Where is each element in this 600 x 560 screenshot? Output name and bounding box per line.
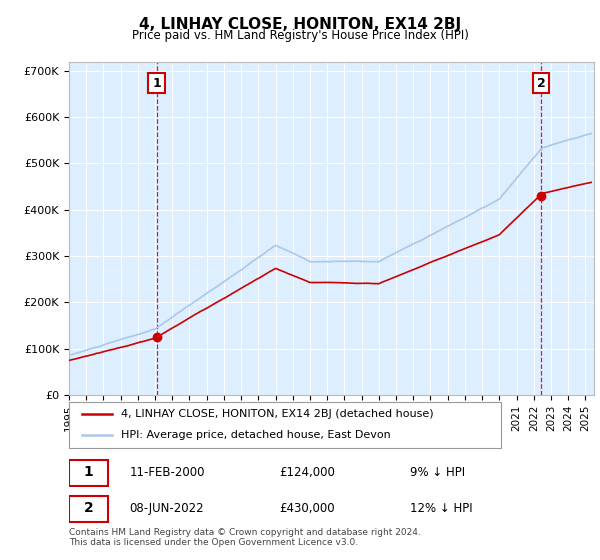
FancyBboxPatch shape <box>69 496 109 522</box>
FancyBboxPatch shape <box>69 460 109 486</box>
Text: 11-FEB-2000: 11-FEB-2000 <box>130 465 205 479</box>
Text: 08-JUN-2022: 08-JUN-2022 <box>130 502 204 515</box>
Text: 1: 1 <box>152 77 161 90</box>
Text: HPI: Average price, detached house, East Devon: HPI: Average price, detached house, East… <box>121 430 391 440</box>
Text: 12% ↓ HPI: 12% ↓ HPI <box>410 502 473 515</box>
Text: 2: 2 <box>83 501 94 515</box>
Text: 9% ↓ HPI: 9% ↓ HPI <box>410 465 466 479</box>
Text: 2: 2 <box>536 77 545 90</box>
Text: 4, LINHAY CLOSE, HONITON, EX14 2BJ: 4, LINHAY CLOSE, HONITON, EX14 2BJ <box>139 17 461 32</box>
FancyBboxPatch shape <box>69 402 501 448</box>
Text: Contains HM Land Registry data © Crown copyright and database right 2024.
This d: Contains HM Land Registry data © Crown c… <box>69 528 421 547</box>
Text: 4, LINHAY CLOSE, HONITON, EX14 2BJ (detached house): 4, LINHAY CLOSE, HONITON, EX14 2BJ (deta… <box>121 409 433 418</box>
Text: Price paid vs. HM Land Registry's House Price Index (HPI): Price paid vs. HM Land Registry's House … <box>131 29 469 42</box>
Text: £124,000: £124,000 <box>279 465 335 479</box>
Text: £430,000: £430,000 <box>279 502 335 515</box>
Text: 1: 1 <box>83 465 94 479</box>
